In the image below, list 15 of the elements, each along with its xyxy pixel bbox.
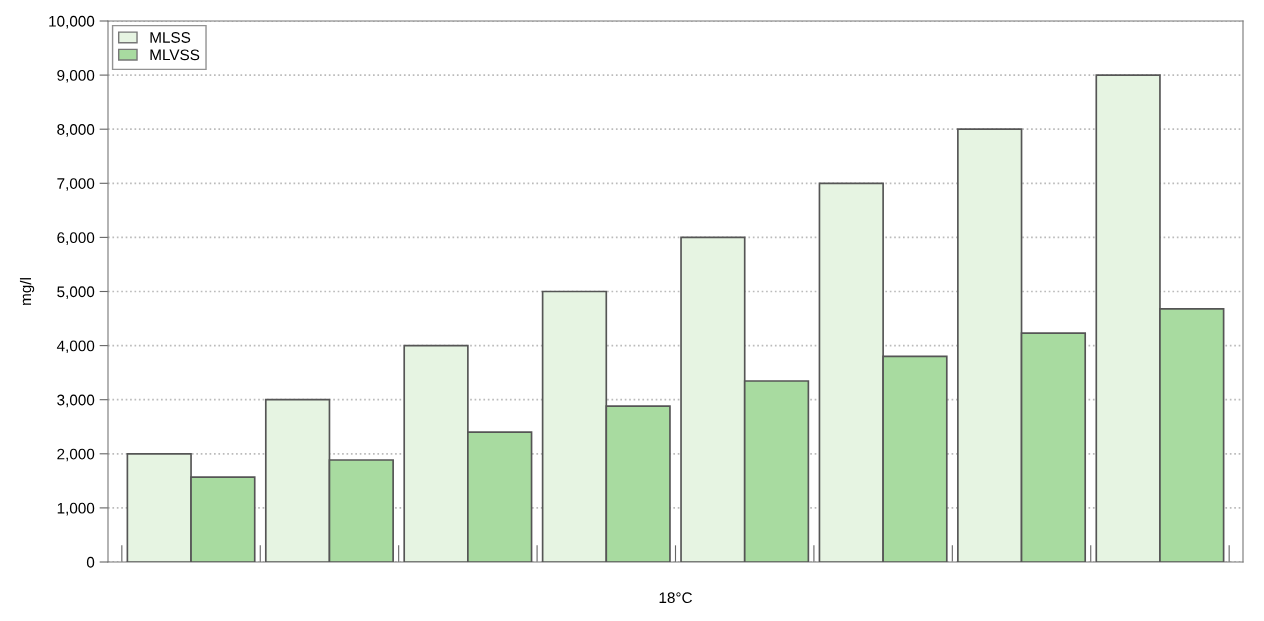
y-tick-label: 6,000: [57, 232, 95, 245]
y-tick-label: 1,000: [57, 502, 95, 516]
y-tick-label: 10,000: [49, 15, 95, 29]
legend-label: MLSS: [150, 32, 191, 43]
y-tick-label: 9,000: [57, 69, 95, 83]
y-tick-label: 2,000: [57, 448, 95, 462]
y-tick-label: 5,000: [57, 286, 95, 299]
y-tick-label: 4,000: [56, 340, 95, 354]
y-tick-label: 7,000: [57, 178, 95, 191]
legend-label: MLVSS: [150, 49, 200, 61]
y-tick-label: 3,000: [57, 394, 95, 408]
y-tick-label: 8,000: [57, 124, 95, 137]
x-axis-title: 18°C: [659, 592, 692, 604]
y-tick-label: 0: [86, 556, 95, 568]
y-axis-title: mg/l: [19, 278, 35, 305]
